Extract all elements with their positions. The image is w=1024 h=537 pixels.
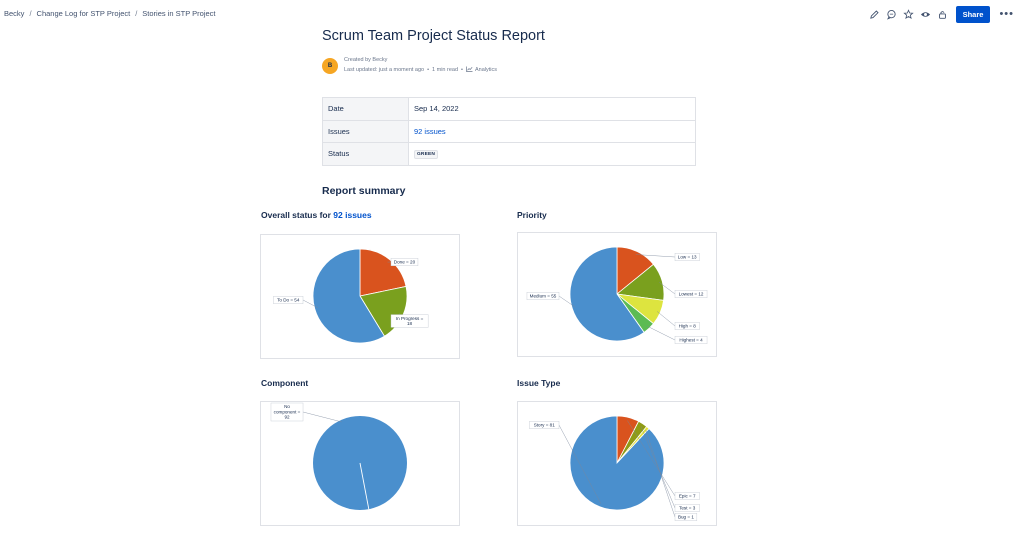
status-chart-title-text: Overall status for	[261, 210, 331, 220]
more-actions-icon[interactable]: •••	[999, 8, 1014, 20]
breadcrumb-separator: /	[135, 9, 138, 18]
leader-line	[658, 282, 676, 295]
data-label-test: Test = 3	[679, 505, 696, 510]
label-box	[270, 402, 304, 422]
report-summary-heading: Report summary	[322, 185, 406, 197]
share-button[interactable]: Share	[955, 6, 991, 23]
top-bar: Becky / Change Log for STP Project / Stories…	[0, 0, 1024, 28]
component-chart-title: Component	[261, 378, 309, 388]
data-label-lowest: Lowest = 12	[679, 291, 704, 296]
data-label-high: High = 8	[679, 323, 697, 328]
pie-slice-story[interactable]	[569, 415, 665, 511]
page-meta: Last updated: just a moment ago • 1 min re…	[344, 66, 497, 73]
status-cell: GREEN	[408, 142, 696, 166]
leader-line	[645, 429, 676, 518]
label-box	[674, 290, 708, 299]
pie-slice-done[interactable]	[359, 248, 407, 297]
data-label-low: Low = 13	[678, 254, 697, 259]
last-updated: Last updated: just a moment ago	[344, 67, 425, 73]
label-box	[674, 512, 698, 521]
leader-line	[558, 424, 602, 504]
priority-pie-chart: Low = 13 Lowest = 12 High = 8 Highest = 4 Me…	[517, 232, 717, 357]
status-issues-link[interactable]: 92 issues	[333, 210, 372, 220]
star-icon[interactable]	[902, 9, 914, 20]
data-label-bug: Bug = 1	[678, 514, 694, 519]
issue-type-pie-chart: Epic = 7 Test = 3 Bug = 1 Story = 81	[517, 401, 717, 526]
leader-line	[302, 299, 319, 308]
analytics-icon	[466, 66, 473, 72]
label-box	[674, 491, 700, 500]
leader-line	[640, 426, 676, 509]
data-label-done: Done = 20	[394, 259, 416, 264]
issue-type-chart-title: Issue Type	[517, 378, 561, 388]
pie-slice-medium[interactable]	[569, 246, 645, 342]
issues-cell: 92 issues	[408, 119, 696, 143]
breadcrumb-item-stories[interactable]: Stories in STP Project	[142, 9, 216, 18]
label-box	[674, 503, 700, 512]
date-value: Sep 14, 2022	[408, 97, 696, 121]
leader-line	[656, 311, 676, 327]
data-label-to-do: To Do = 54	[277, 297, 300, 302]
label-box	[529, 421, 560, 430]
status-chart-title: Overall status for 92 issues	[261, 210, 372, 220]
details-table: Date Sep 14, 2022 Issues 92 issues Statu…	[322, 97, 696, 166]
restrictions-lock-icon[interactable]	[937, 9, 948, 20]
data-label-no-component: No component = 92	[274, 404, 301, 419]
pie-slice-to-do[interactable]	[312, 248, 385, 344]
row-label: Issues	[322, 119, 409, 143]
label-box	[674, 321, 700, 330]
data-label-highest: Highest = 4	[679, 337, 703, 342]
watch-eye-icon[interactable]	[920, 9, 931, 20]
meta-separator: •	[427, 67, 430, 73]
leader-line	[302, 411, 343, 423]
table-row: Status GREEN	[322, 142, 696, 166]
leader-line	[558, 295, 576, 308]
component-pie-chart: No component = 92	[260, 401, 460, 526]
label-box	[390, 314, 429, 328]
breadcrumb-separator: /	[29, 9, 32, 18]
page-title: Scrum Team Project Status Report	[322, 28, 545, 44]
page-actions: Share •••	[869, 6, 1014, 23]
data-label-epic: Epic = 7	[679, 493, 696, 498]
status-pie-chart: Done = 20 In Progress = 18 To Do = 54	[260, 234, 460, 359]
issues-link[interactable]: 92 issues	[414, 126, 446, 136]
leader-line	[646, 325, 676, 341]
status-badge: GREEN	[414, 150, 439, 160]
data-label-story: Story = 81	[534, 422, 556, 427]
data-label-medium: Medium = 55	[530, 293, 557, 298]
label-box	[273, 296, 304, 305]
comment-icon[interactable]	[886, 9, 897, 20]
created-by: Created by Becky	[344, 57, 388, 63]
edit-pencil-icon[interactable]	[869, 9, 880, 20]
leader-line	[627, 420, 676, 497]
priority-chart-title: Priority	[517, 210, 547, 220]
meta-separator: •	[461, 67, 463, 73]
label-box	[390, 258, 419, 267]
row-label: Date	[322, 97, 409, 121]
pie-seam	[359, 462, 370, 510]
breadcrumb: Becky / Change Log for STP Project / Stories…	[4, 9, 216, 18]
breadcrumb-item-space[interactable]: Becky	[4, 9, 25, 18]
label-box	[526, 292, 560, 301]
label-box	[674, 253, 700, 262]
label-box	[674, 335, 708, 344]
leader-line	[635, 254, 676, 258]
data-label-in-progress: In Progress = 18	[396, 316, 424, 326]
read-time: 1 min read	[432, 67, 459, 73]
table-row: Date Sep 14, 2022	[322, 97, 696, 121]
row-label: Status	[322, 142, 409, 166]
avatar[interactable]: B	[322, 58, 338, 74]
table-row: Issues 92 issues	[322, 119, 696, 143]
breadcrumb-item-change-log[interactable]: Change Log for STP Project	[36, 9, 131, 18]
analytics-link[interactable]: Analytics	[474, 67, 497, 73]
